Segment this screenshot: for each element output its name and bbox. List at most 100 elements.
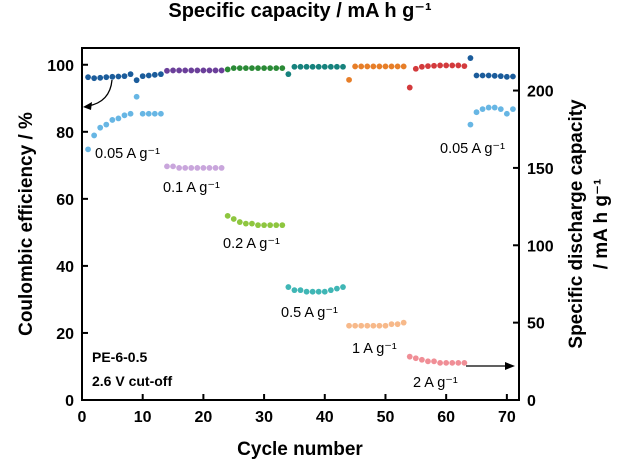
- ce-point: [188, 67, 195, 74]
- capacity-point: [510, 106, 516, 113]
- left-axis-arrow: [83, 79, 113, 110]
- capacity-point: [249, 220, 255, 227]
- capacity-point: [261, 222, 267, 229]
- ce-point: [406, 84, 413, 91]
- ce-point: [176, 67, 183, 74]
- capacity-point: [206, 165, 213, 171]
- capacity-point: [437, 359, 443, 366]
- ce-point: [91, 75, 98, 82]
- ce-point: [261, 65, 267, 72]
- x-tick-label: 60: [437, 409, 455, 426]
- capacity-point: [467, 121, 474, 128]
- ce-point: [115, 73, 122, 80]
- ce-point: [315, 63, 322, 70]
- capacity-point: [418, 356, 425, 363]
- sample-label: PE-6-0.5: [92, 349, 147, 365]
- ce-point: [449, 62, 456, 69]
- ce-point: [103, 74, 110, 81]
- y-right-label-line1: Specific discharge capacity: [566, 99, 587, 349]
- ce-point: [206, 67, 213, 74]
- ce-point: [400, 63, 407, 70]
- capacity-point: [346, 322, 352, 329]
- ce-point: [491, 72, 498, 79]
- y-right-tick-label: 100: [527, 238, 554, 255]
- ce-point: [303, 63, 310, 70]
- capacity-point: [327, 287, 334, 294]
- ce-point: [418, 63, 425, 70]
- ce-point: [370, 63, 377, 70]
- capacity-point: [151, 110, 158, 117]
- x-tick-label: 70: [498, 409, 516, 426]
- capacity-point: [400, 319, 407, 326]
- right-arrow-head: [505, 362, 515, 370]
- capacity-point: [425, 358, 431, 365]
- rate-annotations: 0.05 A g⁻¹ 0.1 A g⁻¹ 0.2 A g⁻¹ 0.5 A g⁻¹…: [95, 141, 505, 391]
- ce-point: [443, 62, 450, 69]
- capacity-point: [382, 322, 389, 329]
- y-left-tick-label: 40: [56, 259, 74, 276]
- capacity-point: [291, 287, 298, 294]
- ce-point: [321, 63, 328, 70]
- ce-point: [279, 65, 286, 72]
- capacity-point: [91, 132, 98, 139]
- ce-point: [334, 63, 340, 70]
- capacity-point: [85, 146, 91, 153]
- capacity-point: [406, 353, 413, 360]
- x-tick-label: 40: [316, 409, 334, 426]
- capacity-point: [321, 288, 328, 295]
- y-left-tick-label: 20: [56, 326, 74, 343]
- y-left-tick-label: 60: [56, 192, 74, 209]
- capacity-point: [449, 359, 456, 366]
- capacity-point: [218, 165, 225, 171]
- ce-point: [388, 63, 395, 70]
- ce-point: [127, 71, 134, 78]
- ce-point: [200, 67, 207, 74]
- ce-point: [455, 62, 462, 69]
- y-right-tick-label: 150: [527, 161, 554, 178]
- ce-point: [340, 63, 346, 70]
- capacity-point: [503, 110, 510, 117]
- ce-point: [510, 73, 516, 80]
- x-tick-label: 10: [134, 409, 152, 426]
- ce-point: [479, 72, 486, 79]
- data-points: [85, 55, 516, 366]
- ce-point: [121, 73, 128, 80]
- capacity-point: [491, 104, 498, 111]
- capacity-point: [364, 322, 371, 329]
- rate-label: 0.1 A g⁻¹: [163, 180, 220, 196]
- capacity-point: [479, 106, 486, 113]
- capacity-point: [170, 163, 176, 170]
- rate-label: 0.5 A g⁻¹: [281, 305, 338, 321]
- capacity-point: [370, 322, 377, 329]
- capacity-point: [127, 110, 134, 117]
- chart-title: Specific capacity / mA h g⁻¹: [168, 0, 432, 22]
- y-left-tick-label: 0: [65, 393, 74, 410]
- capacity-point: [455, 359, 462, 366]
- axis-ticks: 0 10 20 30 40 50 60 70 0 20 40 60 80 100 0 50 100 150 200: [47, 58, 554, 426]
- ce-point: [85, 74, 91, 81]
- ce-point: [267, 65, 274, 72]
- ce-point: [97, 74, 104, 81]
- ce-point: [364, 63, 371, 70]
- capacity-point: [194, 165, 201, 171]
- capacity-point: [236, 219, 243, 225]
- ce-point: [236, 65, 243, 72]
- capacity-point: [121, 112, 128, 119]
- capacity-point: [461, 359, 468, 366]
- capacity-point: [334, 285, 340, 292]
- y-right-tick-label: 200: [527, 84, 554, 101]
- ce-point: [109, 73, 116, 80]
- capacity-point: [224, 212, 231, 219]
- ce-point: [437, 62, 443, 69]
- ce-point: [358, 63, 365, 70]
- capacity-point: [376, 322, 383, 329]
- y-left-tick-label: 100: [47, 58, 74, 75]
- capacity-point: [297, 287, 304, 294]
- ce-point: [230, 65, 237, 72]
- capacity-point: [394, 321, 401, 328]
- x-tick-label: 50: [377, 409, 395, 426]
- ce-point: [309, 63, 316, 70]
- capacity-point: [145, 110, 152, 117]
- capacity-point: [315, 288, 322, 295]
